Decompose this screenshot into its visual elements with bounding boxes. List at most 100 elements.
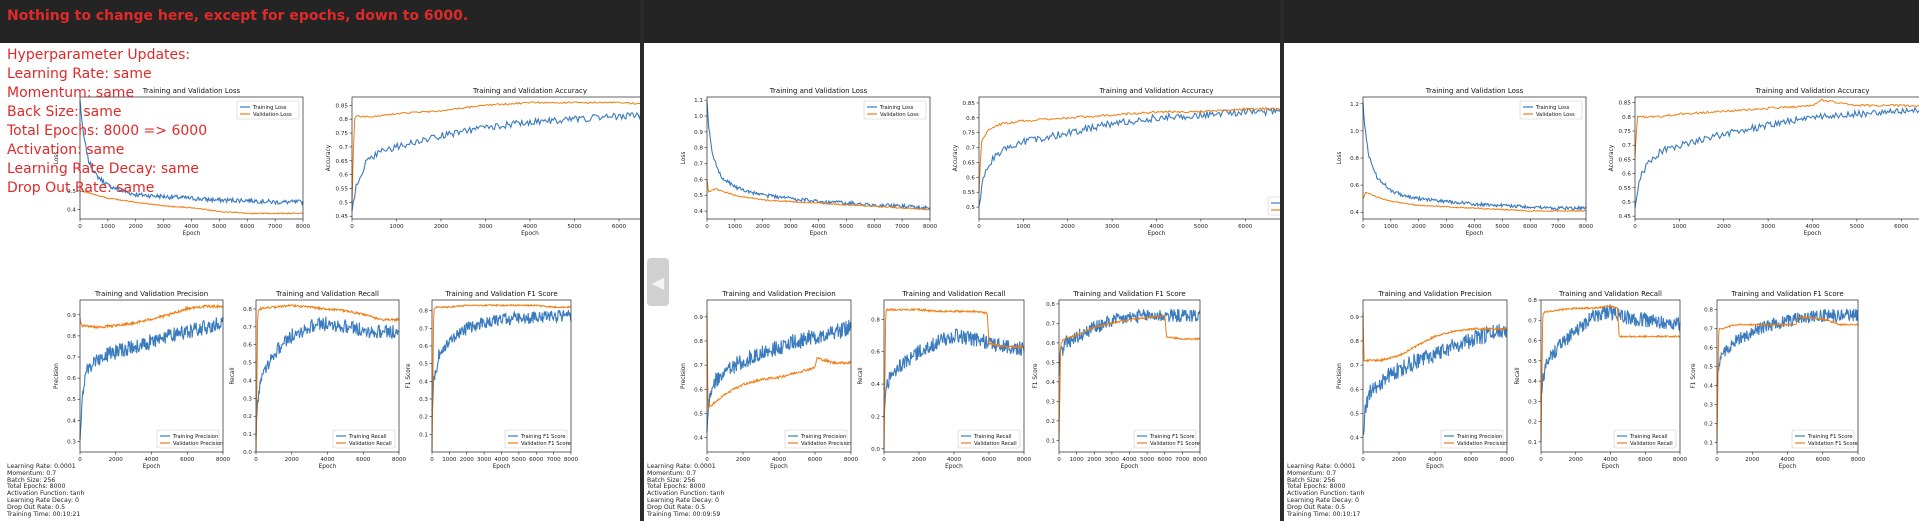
x-tick-label: 4000 — [494, 457, 509, 463]
y-tick-label: 0.7 — [67, 355, 76, 361]
legend-box — [504, 429, 568, 449]
x-axis-label: Epoch — [143, 464, 161, 470]
series-line-train — [255, 316, 400, 440]
series-line-val — [351, 101, 640, 204]
y-tick-label: 0.9 — [694, 315, 703, 321]
top-bar — [644, 0, 1280, 43]
legend-box — [863, 100, 927, 120]
x-tick-label: 0 — [1539, 457, 1543, 463]
x-tick-label: 6000 — [1158, 457, 1173, 463]
plot-frame — [1058, 299, 1201, 453]
series-line-train — [1634, 106, 1919, 208]
y-tick-label: 0.55 — [963, 190, 976, 196]
x-tick-label: 0 — [705, 224, 709, 230]
series-line-train — [1362, 324, 1508, 436]
screen-panel-2: Training and Validation Loss 0 1000 2000 300… — [644, 0, 1280, 521]
y-tick-label: 0.8 — [1046, 302, 1055, 308]
y-tick-label: 0.8 — [1704, 308, 1713, 314]
x-tick-label: 2000 — [1392, 457, 1407, 463]
plot-frame — [1362, 299, 1508, 453]
y-tick-label: 0.5 — [1528, 359, 1537, 365]
series-line-train — [978, 107, 1280, 207]
chart-training-and-validation-precision: Training and Validation Precision 0 2000 40… — [681, 290, 859, 470]
x-tick-label: 1000 — [1016, 224, 1031, 230]
info-line: Drop Out Rate: 0.5 — [647, 503, 706, 511]
run-info: Learning Rate: 0.0001 Momentum: 0.7 Batc… — [1287, 463, 1364, 518]
panel-divider — [640, 0, 644, 521]
x-tick-label: 0 — [78, 457, 82, 463]
x-tick-label: 4000 — [1603, 457, 1618, 463]
series-line-train — [1540, 303, 1681, 401]
chart-training-and-validation-recall: Training and Validation Recall 0 2000 4000 6… — [230, 290, 407, 470]
screen-panel-3: Training and Validation Loss 0 1000 2000 300… — [1284, 0, 1919, 521]
x-tick-label: 7000 — [268, 224, 283, 230]
y-tick-label: 0.3 — [419, 397, 428, 403]
series-line-train — [431, 309, 572, 411]
legend-label: Training Precision — [800, 434, 846, 440]
y-tick-label: 0.5 — [243, 361, 252, 367]
x-tick-label: 6000 — [1238, 224, 1253, 230]
chart-title: Training and Validation F1 Score — [1730, 290, 1843, 298]
x-tick-label: 3000 — [478, 224, 493, 230]
x-tick-label: 0 — [254, 457, 258, 463]
x-axis-label: Epoch — [1466, 231, 1484, 237]
y-tick-label: 0.9 — [694, 130, 703, 136]
info-line: Learning Rate Decay: 0 — [1287, 496, 1359, 504]
series-line-val — [431, 303, 572, 452]
y-axis-label: Recall — [230, 367, 236, 385]
x-tick-label: 5000 — [567, 224, 582, 230]
top-bar: Nothing to change here, except for epoch… — [0, 0, 640, 43]
x-tick-label: 6000 — [867, 224, 882, 230]
series-line-val — [883, 307, 1025, 450]
y-tick-label: 0.45 — [1619, 214, 1632, 220]
chart-title: Training and Validation Precision — [94, 290, 208, 298]
y-axis-label: Recall — [1515, 367, 1521, 385]
legend-box — [332, 429, 396, 449]
y-tick-label: 0.5 — [67, 189, 76, 195]
notes-line: Momentum: same — [7, 85, 135, 101]
info-line: Momentum: 0.7 — [1287, 469, 1337, 477]
info-line: Learning Rate: 0.0001 — [7, 463, 76, 470]
x-tick-label: 6000 — [240, 224, 255, 230]
y-axis-label: Precision — [54, 363, 60, 389]
notes-line: Drop Out Rate: same — [7, 180, 155, 196]
chart-title: Training and Validation Accuracy — [1099, 87, 1214, 95]
x-tick-label: 8000 — [1579, 224, 1594, 230]
series-line-val — [1634, 98, 1919, 157]
series-line-val — [978, 106, 1280, 193]
y-tick-label: 0.5 — [67, 397, 76, 403]
info-line: Training Time: 00:09:59 — [647, 510, 721, 518]
y-tick-label: 1.0 — [1350, 129, 1359, 135]
y-tick-label: 0.8 — [1528, 298, 1537, 304]
y-tick-label: 0.4 — [1350, 436, 1359, 442]
x-tick-label: 8000 — [216, 457, 231, 463]
notes-line: Hyperparameter Updates: — [7, 47, 191, 63]
x-tick-label: 4000 — [320, 457, 335, 463]
legend-label: Training F1 Score — [1149, 434, 1195, 440]
x-tick-label: 2000 — [1745, 457, 1760, 463]
chart-training-and-validation-f1-score: Training and Validation F1 Score 0 1000 200… — [406, 290, 579, 470]
y-tick-label: 0.6 — [1350, 387, 1359, 393]
y-tick-label: 0.4 — [1528, 379, 1537, 385]
x-tick-label: 4000 — [1805, 224, 1820, 230]
previous-slide-button[interactable]: ◀ — [647, 258, 669, 306]
x-tick-label: 3000 — [1105, 457, 1120, 463]
x-tick-label: 1000 — [728, 224, 743, 230]
x-tick-label: 8000 — [392, 457, 407, 463]
x-axis-label: Epoch — [1121, 464, 1139, 470]
chart-training-and-validation-recall: Training and Validation Recall 0 2000 4000 6… — [1515, 290, 1688, 470]
x-tick-label: 6000 — [1464, 457, 1479, 463]
chart-title: Training and Validation Recall — [275, 290, 379, 298]
notes-line: Learning Rate Decay: same — [7, 161, 200, 177]
y-tick-label: 0.7 — [1046, 321, 1055, 327]
y-tick-label: 0.8 — [871, 317, 880, 323]
y-tick-label: 0.3 — [67, 439, 76, 445]
chart-training-and-validation-f1-score: Training and Validation F1 Score 0 1000 200… — [1033, 290, 1208, 470]
y-axis-label: Precision — [681, 363, 687, 389]
series-line-train — [79, 316, 224, 441]
hyperparameter-notes: Hyperparameter Updates: Learning Rate: s… — [7, 46, 207, 198]
y-tick-label: 0.2 — [1046, 419, 1055, 425]
notes-line: Activation: same — [7, 142, 125, 158]
legend-box — [1791, 429, 1855, 449]
